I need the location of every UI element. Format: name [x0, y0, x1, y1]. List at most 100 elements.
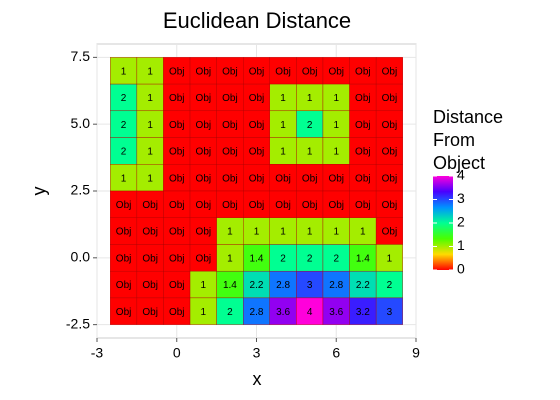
tile-label: 1: [333, 227, 339, 238]
tile: [110, 164, 138, 192]
tile: [163, 270, 191, 299]
tile-label: Obj: [302, 173, 318, 184]
tile-label: Obj: [328, 200, 344, 211]
tile: [136, 270, 164, 299]
tile-label: Obj: [355, 173, 371, 184]
tile-label: Obj: [222, 147, 238, 158]
tile: [163, 83, 191, 112]
tile-label: Obj: [169, 200, 185, 211]
x-tick-label: 6: [332, 345, 340, 361]
tile: [349, 57, 377, 85]
tile-label: 2: [333, 253, 339, 264]
tile-label: 1: [147, 66, 153, 77]
tile-label: Obj: [355, 200, 371, 211]
tile-label: 2: [307, 253, 313, 264]
tile: [243, 83, 270, 112]
tile: [216, 217, 244, 245]
tile-label: 1.4: [250, 253, 264, 264]
tile-label: 1.4: [356, 253, 370, 264]
tile: [322, 110, 350, 138]
tile-label: Obj: [169, 66, 185, 77]
tile: [296, 297, 324, 325]
tile-label: 1: [147, 147, 153, 158]
tile-label: 1: [227, 227, 233, 238]
tile-label: Obj: [302, 200, 318, 211]
tile-label: Obj: [142, 227, 158, 238]
y-tick-label: 5.0: [71, 115, 91, 131]
colorbar-tick-label: 2: [457, 214, 465, 230]
tile-label: Obj: [222, 200, 238, 211]
tile: [216, 244, 244, 272]
colorbar-tick-label: 0: [457, 261, 465, 277]
tile: [269, 217, 297, 245]
tile-label: Obj: [196, 227, 212, 238]
tile: [189, 137, 217, 165]
tile-label: 3: [307, 280, 313, 291]
tile: [216, 270, 244, 299]
tile: [189, 270, 217, 299]
tile: [296, 83, 324, 112]
tile-label: 1: [254, 227, 260, 238]
tile-label: Obj: [116, 280, 132, 291]
tile-label: Obj: [249, 120, 265, 131]
legend-title: Distance: [433, 107, 503, 127]
y-tick-label: 2.5: [71, 182, 91, 198]
tile-label: Obj: [196, 93, 212, 104]
tile-label: Obj: [249, 147, 265, 158]
tile: [296, 110, 324, 138]
tile-label: Obj: [169, 280, 185, 291]
tile-label: 1: [360, 227, 366, 238]
tile-label: Obj: [382, 93, 398, 104]
tile-label: Obj: [169, 307, 185, 318]
tile-label: Obj: [116, 227, 132, 238]
x-tick-label: 0: [173, 345, 181, 361]
tile-label: 3: [387, 307, 393, 318]
tile-label: Obj: [355, 93, 371, 104]
tile: [163, 110, 191, 138]
tile-label: Obj: [249, 200, 265, 211]
tile: [269, 137, 297, 165]
tile: [110, 244, 138, 272]
tile-label: Obj: [382, 200, 398, 211]
x-tick-label: -3: [91, 345, 104, 361]
tile-label: 1: [147, 93, 153, 104]
y-axis-label: y: [29, 187, 49, 196]
tile-label: Obj: [222, 66, 238, 77]
tile: [322, 270, 350, 299]
tile-label: 1: [280, 227, 286, 238]
tile-label: 1: [307, 227, 313, 238]
y-tick-label: -2.5: [66, 315, 90, 331]
tile-label: 2: [227, 307, 233, 318]
tile: [296, 137, 324, 165]
tile: [349, 270, 377, 299]
tile: [375, 297, 403, 325]
tile-label: 2: [307, 120, 313, 131]
tile: [375, 217, 403, 245]
tile: [189, 297, 217, 325]
tile-label: 1: [201, 280, 207, 291]
tile: [296, 57, 324, 85]
tile: [163, 137, 191, 165]
tile-label: 2.8: [250, 307, 264, 318]
tile: [322, 244, 350, 272]
tile-label: 1: [307, 147, 313, 158]
tile: [110, 137, 138, 165]
tile-label: Obj: [249, 66, 265, 77]
tile: [110, 110, 138, 138]
legend-title: Object: [433, 153, 485, 173]
tile: [189, 57, 217, 85]
tile-label: Obj: [196, 66, 212, 77]
tile-label: 2.8: [329, 280, 343, 291]
tile: [163, 164, 191, 192]
tile-label: Obj: [222, 173, 238, 184]
tile-label: Obj: [249, 93, 265, 104]
tile-label: 3.2: [356, 307, 370, 318]
tile: [216, 83, 244, 112]
tile-label: Obj: [116, 253, 132, 264]
colorbar-tick-label: 1: [457, 237, 465, 253]
tile-label: 1: [121, 173, 127, 184]
tile-label: 1: [333, 93, 339, 104]
tile: [110, 270, 138, 299]
tile: [136, 244, 164, 272]
x-axis-label: x: [253, 369, 262, 389]
